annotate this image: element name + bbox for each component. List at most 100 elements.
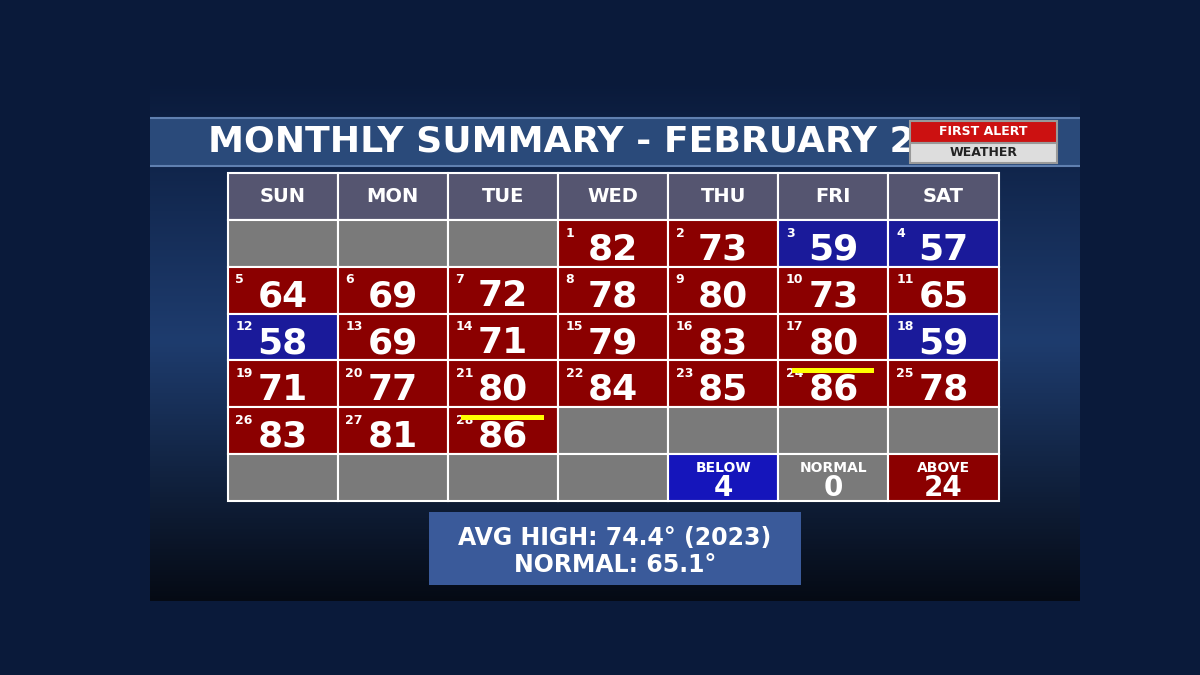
FancyBboxPatch shape (668, 407, 779, 454)
FancyBboxPatch shape (448, 267, 558, 314)
Text: 9: 9 (676, 273, 684, 286)
FancyBboxPatch shape (448, 454, 558, 501)
FancyBboxPatch shape (228, 360, 337, 407)
FancyBboxPatch shape (228, 173, 337, 220)
Text: 86: 86 (809, 373, 858, 407)
FancyBboxPatch shape (558, 173, 668, 220)
Text: 2: 2 (676, 227, 685, 240)
FancyBboxPatch shape (337, 173, 448, 220)
Text: 21: 21 (456, 367, 473, 380)
Text: 69: 69 (367, 279, 418, 313)
Text: 83: 83 (258, 420, 307, 454)
Text: 12: 12 (235, 320, 253, 333)
Text: 24: 24 (786, 367, 804, 380)
Text: THU: THU (701, 187, 746, 207)
FancyBboxPatch shape (448, 407, 558, 454)
FancyBboxPatch shape (558, 267, 668, 314)
Text: 16: 16 (676, 320, 694, 333)
Text: 18: 18 (896, 320, 913, 333)
FancyBboxPatch shape (228, 454, 337, 501)
FancyBboxPatch shape (888, 267, 998, 314)
Text: 77: 77 (367, 373, 418, 407)
Text: 19: 19 (235, 367, 252, 380)
Text: 6: 6 (346, 273, 354, 286)
Text: 80: 80 (809, 326, 858, 360)
FancyBboxPatch shape (448, 173, 558, 220)
Text: 85: 85 (698, 373, 749, 407)
Text: 27: 27 (346, 414, 362, 427)
FancyBboxPatch shape (668, 173, 779, 220)
Text: ABOVE: ABOVE (917, 461, 970, 475)
FancyBboxPatch shape (888, 173, 998, 220)
FancyBboxPatch shape (888, 454, 998, 501)
Text: 15: 15 (565, 320, 583, 333)
Text: 69: 69 (367, 326, 418, 360)
FancyBboxPatch shape (779, 314, 888, 360)
Text: 1: 1 (565, 227, 575, 240)
Text: 22: 22 (565, 367, 583, 380)
FancyBboxPatch shape (558, 454, 668, 501)
FancyBboxPatch shape (668, 314, 779, 360)
FancyBboxPatch shape (558, 360, 668, 407)
FancyBboxPatch shape (228, 314, 337, 360)
Text: BELOW: BELOW (696, 461, 751, 475)
Text: 86: 86 (478, 420, 528, 454)
Text: 80: 80 (698, 279, 749, 313)
Text: 28: 28 (456, 414, 473, 427)
Text: 3: 3 (786, 227, 794, 240)
FancyBboxPatch shape (888, 407, 998, 454)
Text: 72: 72 (478, 279, 528, 313)
FancyBboxPatch shape (337, 220, 448, 267)
Text: 71: 71 (478, 326, 528, 360)
FancyBboxPatch shape (228, 407, 337, 454)
FancyBboxPatch shape (150, 118, 1080, 165)
FancyBboxPatch shape (779, 360, 888, 407)
Text: 58: 58 (258, 326, 307, 360)
Text: 81: 81 (367, 420, 418, 454)
FancyBboxPatch shape (888, 220, 998, 267)
Text: 0: 0 (823, 474, 844, 502)
Text: NORMAL: NORMAL (799, 461, 868, 475)
Text: WED: WED (588, 187, 638, 207)
Text: MONTHLY SUMMARY - FEBRUARY 2023: MONTHLY SUMMARY - FEBRUARY 2023 (209, 125, 990, 159)
Text: 82: 82 (588, 233, 638, 267)
Text: 4: 4 (714, 474, 733, 502)
FancyBboxPatch shape (558, 407, 668, 454)
FancyBboxPatch shape (668, 220, 779, 267)
FancyBboxPatch shape (792, 368, 874, 373)
FancyBboxPatch shape (910, 142, 1057, 163)
Text: 83: 83 (698, 326, 749, 360)
Text: AVG HIGH: 74.4° (2023): AVG HIGH: 74.4° (2023) (458, 526, 772, 550)
Text: 14: 14 (456, 320, 473, 333)
Text: 65: 65 (918, 279, 968, 313)
Text: 59: 59 (918, 326, 968, 360)
Text: SUN: SUN (259, 187, 306, 207)
FancyBboxPatch shape (668, 267, 779, 314)
FancyBboxPatch shape (668, 454, 779, 501)
FancyBboxPatch shape (430, 512, 802, 585)
FancyBboxPatch shape (448, 220, 558, 267)
FancyBboxPatch shape (779, 267, 888, 314)
FancyBboxPatch shape (448, 314, 558, 360)
Text: 26: 26 (235, 414, 252, 427)
Text: 24: 24 (924, 474, 962, 502)
FancyBboxPatch shape (337, 267, 448, 314)
Text: 57: 57 (918, 233, 968, 267)
FancyBboxPatch shape (779, 407, 888, 454)
Text: 71: 71 (258, 373, 307, 407)
Text: TUE: TUE (481, 187, 524, 207)
Text: 4: 4 (896, 227, 905, 240)
FancyBboxPatch shape (228, 267, 337, 314)
Text: 25: 25 (896, 367, 913, 380)
Text: 73: 73 (809, 279, 858, 313)
FancyBboxPatch shape (558, 314, 668, 360)
Text: 73: 73 (698, 233, 749, 267)
Text: FRI: FRI (816, 187, 851, 207)
Text: 59: 59 (808, 233, 858, 267)
Text: 78: 78 (918, 373, 968, 407)
FancyBboxPatch shape (337, 360, 448, 407)
Text: 23: 23 (676, 367, 694, 380)
Text: 10: 10 (786, 273, 804, 286)
Text: MON: MON (367, 187, 419, 207)
FancyBboxPatch shape (910, 121, 1057, 142)
